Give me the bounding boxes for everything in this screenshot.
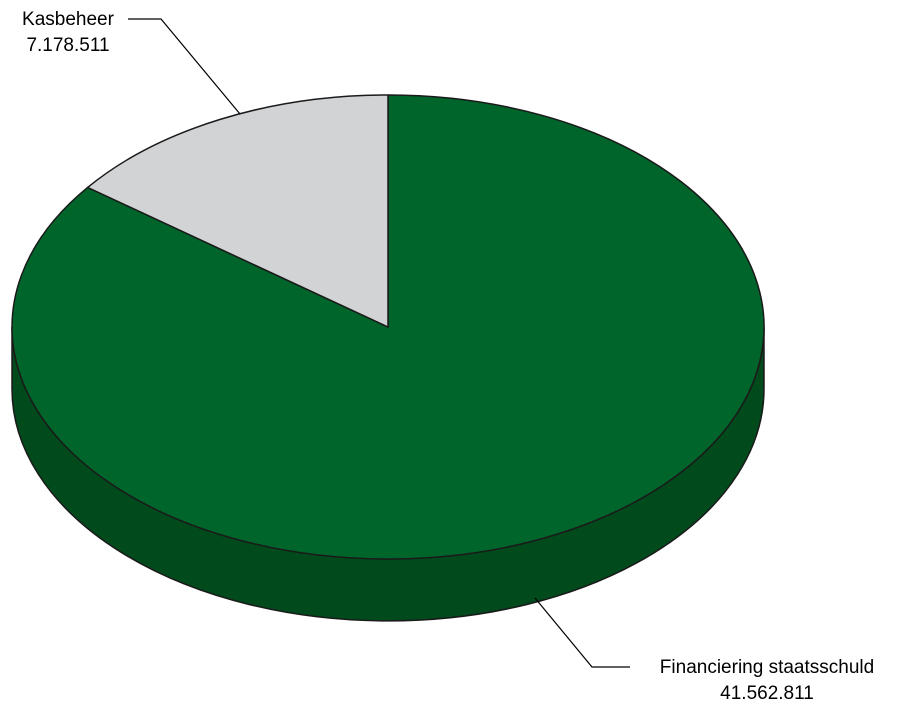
slice-label-financiering: Financiering staatsschuld xyxy=(660,657,874,678)
leader-line-kasbeheer xyxy=(128,18,241,115)
slice-value-financiering: 41.562.811 xyxy=(720,683,814,704)
slice-label-kasbeheer: Kasbeheer xyxy=(22,9,115,30)
slice-value-kasbeheer: 7.178.511 xyxy=(26,35,109,56)
leader-line-financiering xyxy=(534,597,630,668)
pie-top-slices xyxy=(11,94,765,560)
pie-slice-kasbeheer xyxy=(86,94,389,328)
